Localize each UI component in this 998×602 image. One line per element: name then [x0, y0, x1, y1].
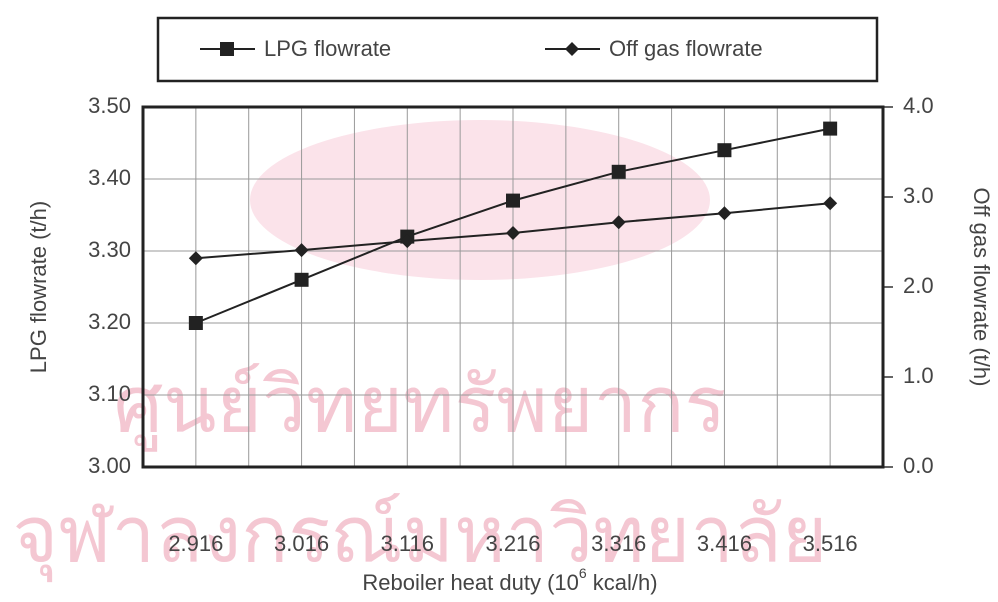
x-tick-label: 3.416 — [697, 531, 752, 556]
point — [506, 226, 520, 240]
point — [294, 272, 309, 287]
x-tick-label: 2.916 — [168, 531, 223, 556]
x-tick-label: 3.016 — [274, 531, 329, 556]
watermark-shape — [250, 120, 710, 280]
point — [506, 193, 520, 208]
y-tick-label: 3.20 — [88, 309, 131, 334]
y2-tick-label: 4.0 — [903, 93, 934, 118]
y2-tick-label: 2.0 — [903, 273, 934, 298]
y-axis-label: LPG flowrate (t/h) — [26, 201, 51, 373]
legend-marker — [565, 42, 579, 56]
y-tick-label: 3.10 — [88, 381, 131, 406]
point — [717, 143, 732, 158]
point — [823, 121, 838, 136]
y-tick-label: 3.40 — [88, 165, 131, 190]
y2-axis-label: Off gas flowrate (t/h) — [969, 188, 994, 387]
y-tick-label: 3.30 — [88, 237, 131, 262]
y2-tick-label: 0.0 — [903, 453, 934, 478]
legend-label: LPG flowrate — [264, 36, 391, 61]
x-axis-label-text: Reboiler heat duty (10 — [362, 570, 578, 595]
point — [294, 243, 309, 258]
x-tick-label: 3.216 — [485, 531, 540, 556]
y-tick-label: 3.00 — [88, 453, 131, 478]
point — [188, 316, 203, 330]
point — [717, 206, 732, 221]
legend-box — [156, 16, 879, 83]
y-tick-label: 3.50 — [88, 93, 131, 118]
x-axis-label-sup: 6 — [579, 565, 587, 581]
point — [400, 234, 415, 249]
y2-tick-label: 1.0 — [903, 363, 934, 388]
point — [823, 196, 838, 211]
point — [611, 215, 626, 230]
x-tick-label: 3.116 — [381, 531, 434, 556]
x-axis-label-text: kcal/h) — [587, 570, 658, 595]
plot-frame — [141, 105, 885, 469]
x-tick-label: 3.316 — [591, 531, 646, 556]
point — [188, 251, 203, 266]
watermark: ศูนย์วิทยทรัพยากร — [114, 360, 727, 451]
x-tick-label: 3.516 — [803, 531, 858, 556]
point — [611, 164, 626, 179]
legend-marker — [220, 42, 234, 56]
watermark: จุฬาลงกรณ์มหาวิทยาลัย — [12, 490, 827, 582]
legend-label: Off gas flowrate — [609, 36, 763, 61]
y2-tick-label: 3.0 — [903, 183, 934, 208]
x-axis-label: Reboiler heat duty (106 kcal/h) — [362, 565, 657, 595]
